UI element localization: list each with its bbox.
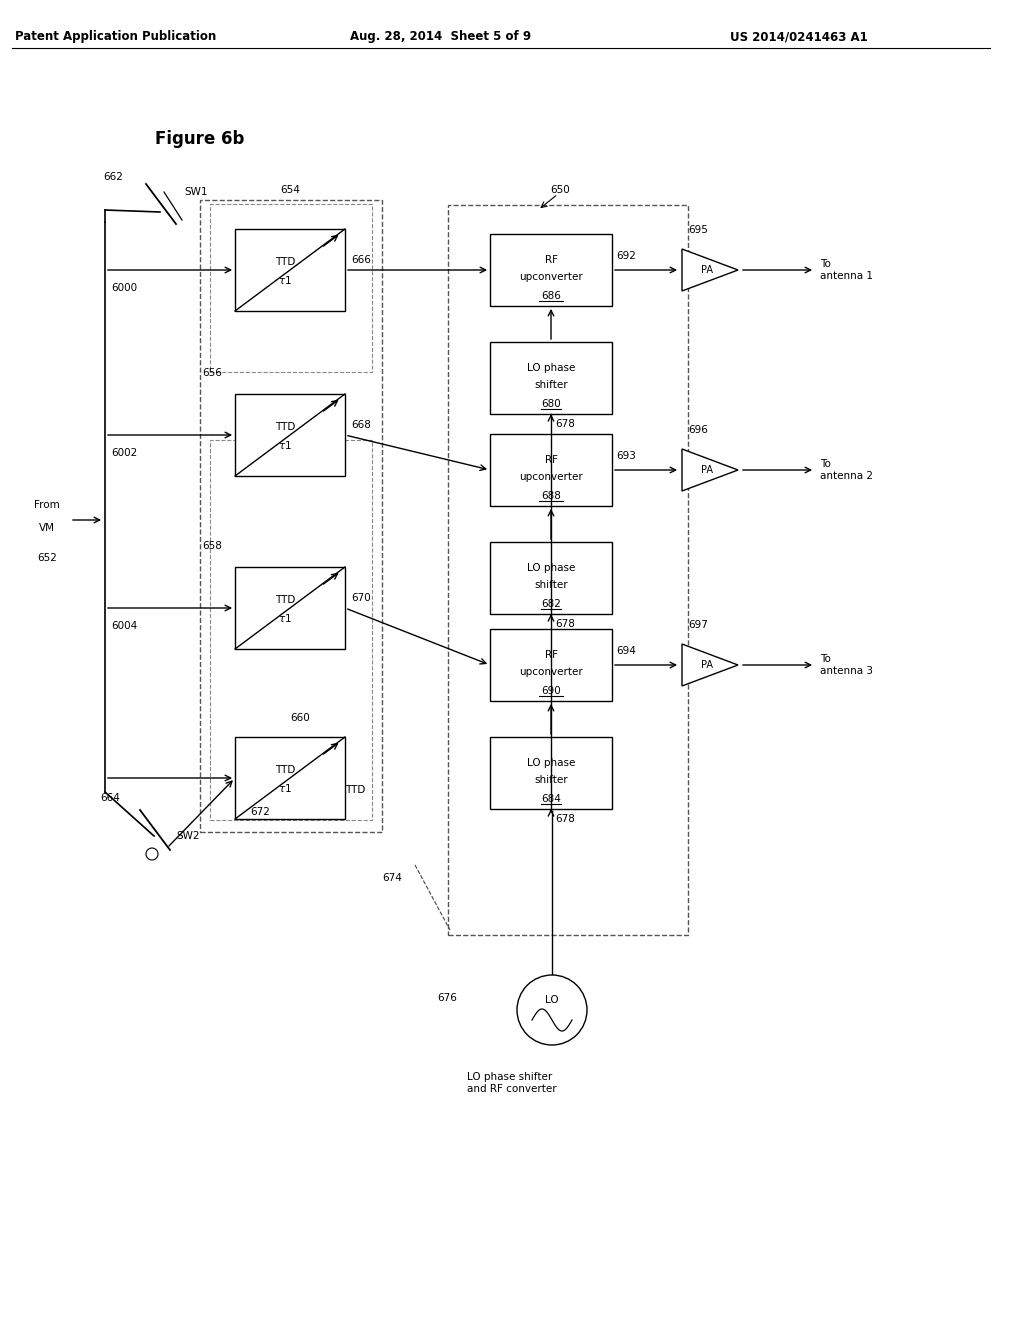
Circle shape	[517, 975, 587, 1045]
Text: LO phase shifter
and RF converter: LO phase shifter and RF converter	[467, 1072, 557, 1093]
Text: Aug. 28, 2014  Sheet 5 of 9: Aug. 28, 2014 Sheet 5 of 9	[350, 30, 531, 44]
Text: 656: 656	[202, 368, 222, 378]
Text: 690: 690	[541, 686, 561, 696]
Polygon shape	[682, 449, 738, 491]
Text: To
antenna 1: To antenna 1	[820, 259, 873, 281]
Text: LO phase: LO phase	[526, 564, 575, 573]
Text: Figure 6b: Figure 6b	[155, 129, 245, 148]
Bar	[234, 737, 345, 818]
Text: RF: RF	[545, 255, 557, 265]
Bar	[234, 568, 345, 649]
Text: upconverter: upconverter	[519, 272, 583, 282]
Bar	[490, 342, 612, 414]
Text: 694: 694	[616, 645, 636, 656]
Text: 676: 676	[437, 993, 457, 1003]
Bar	[234, 228, 345, 312]
Text: SW2: SW2	[176, 832, 200, 841]
Text: From: From	[34, 500, 59, 510]
Text: 693: 693	[616, 451, 636, 461]
Text: To
antenna 2: To antenna 2	[820, 459, 873, 480]
Polygon shape	[682, 644, 738, 686]
Text: TTD: TTD	[274, 422, 295, 432]
Text: 6004: 6004	[111, 620, 137, 631]
Bar	[234, 393, 345, 477]
Text: shifter: shifter	[535, 579, 568, 590]
Text: 686: 686	[541, 290, 561, 301]
Text: 654: 654	[280, 185, 300, 195]
Text: 658: 658	[202, 541, 222, 550]
Text: $\tau$1: $\tau$1	[279, 781, 292, 795]
Text: 680: 680	[541, 399, 561, 409]
Text: 682: 682	[541, 599, 561, 609]
Bar	[200, 201, 382, 832]
Text: PA: PA	[701, 265, 713, 275]
Text: 668: 668	[351, 420, 371, 430]
Text: upconverter: upconverter	[519, 667, 583, 677]
Bar	[490, 434, 612, 506]
Text: 666: 666	[351, 255, 371, 265]
Text: 674: 674	[382, 873, 402, 883]
Text: 695: 695	[688, 224, 708, 235]
Bar	[449, 205, 688, 935]
Text: 678: 678	[555, 814, 574, 824]
Bar	[490, 543, 612, 614]
Text: shifter: shifter	[535, 380, 568, 389]
Text: 662: 662	[103, 172, 123, 182]
Bar	[490, 234, 612, 306]
Text: 670: 670	[351, 593, 371, 603]
Bar	[490, 630, 612, 701]
Text: 6000: 6000	[111, 282, 137, 293]
Bar	[210, 205, 372, 372]
Text: $\tau$1: $\tau$1	[279, 440, 292, 451]
Text: 664: 664	[100, 793, 120, 803]
Text: LO phase: LO phase	[526, 758, 575, 768]
Text: 692: 692	[616, 251, 636, 261]
Text: 650: 650	[550, 185, 569, 195]
Text: 678: 678	[555, 619, 574, 630]
Text: upconverter: upconverter	[519, 473, 583, 482]
Text: 697: 697	[688, 620, 708, 630]
Text: TTD: TTD	[345, 785, 365, 795]
Bar	[490, 737, 612, 809]
Text: 678: 678	[555, 418, 574, 429]
Text: VM: VM	[39, 523, 55, 533]
Text: US 2014/0241463 A1: US 2014/0241463 A1	[730, 30, 867, 44]
Text: PA: PA	[701, 465, 713, 475]
Text: SW1: SW1	[184, 187, 208, 197]
Text: TTD: TTD	[274, 766, 295, 775]
Text: PA: PA	[701, 660, 713, 671]
Text: $\tau$1: $\tau$1	[279, 612, 292, 624]
Bar	[210, 440, 372, 820]
Text: 696: 696	[688, 425, 708, 436]
Text: 688: 688	[541, 491, 561, 502]
Text: TTD: TTD	[274, 257, 295, 267]
Text: 660: 660	[290, 713, 309, 723]
Text: LO: LO	[545, 995, 559, 1005]
Text: 672: 672	[250, 807, 270, 817]
Circle shape	[146, 847, 158, 861]
Text: $\tau$1: $\tau$1	[279, 275, 292, 286]
Text: 6002: 6002	[111, 447, 137, 458]
Text: RF: RF	[545, 649, 557, 660]
Text: TTD: TTD	[274, 595, 295, 605]
Text: To
antenna 3: To antenna 3	[820, 655, 873, 676]
Text: LO phase: LO phase	[526, 363, 575, 374]
Text: 684: 684	[541, 795, 561, 804]
Text: Patent Application Publication: Patent Application Publication	[15, 30, 216, 44]
Text: 652: 652	[37, 553, 57, 564]
Text: shifter: shifter	[535, 775, 568, 785]
Text: RF: RF	[545, 455, 557, 465]
Polygon shape	[682, 249, 738, 290]
